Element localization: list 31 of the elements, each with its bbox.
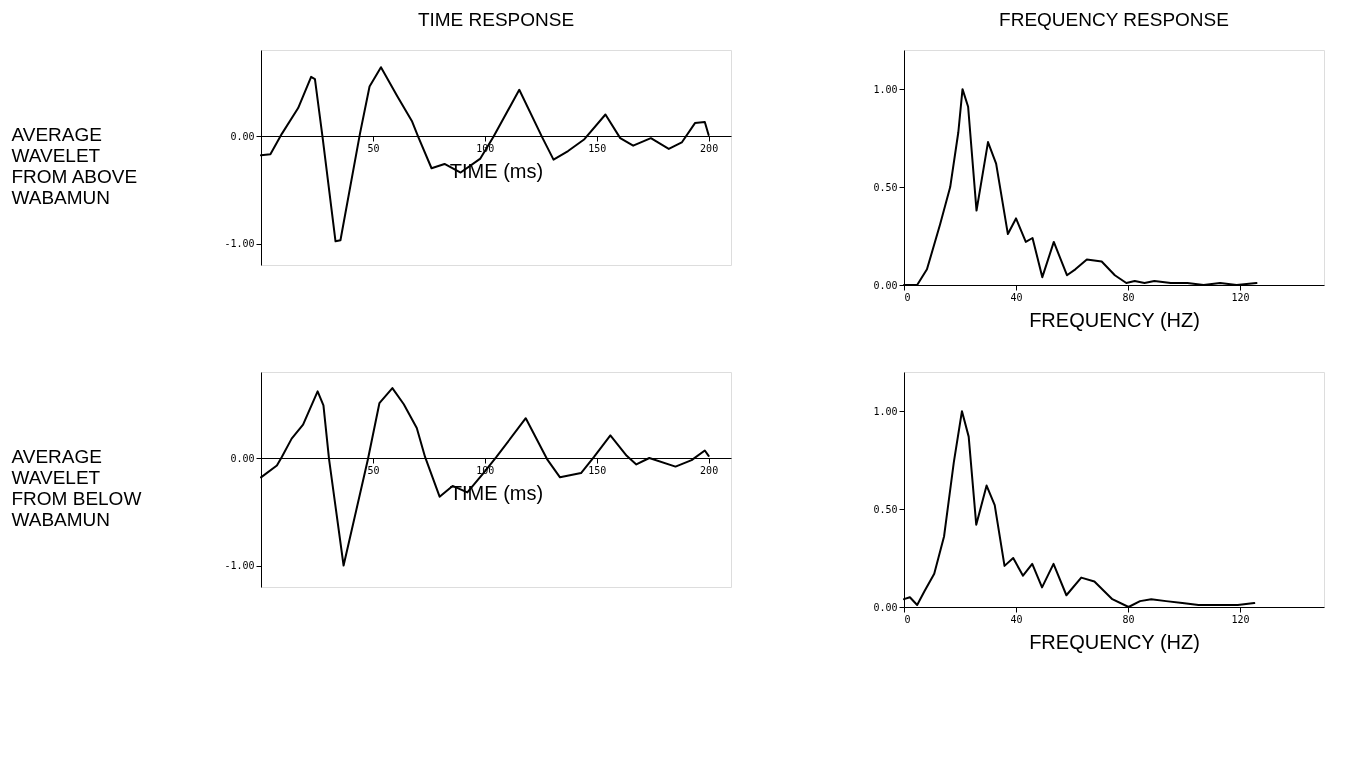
x-tick-label: 120 — [1231, 613, 1250, 625]
x-tick-label: 150 — [588, 142, 607, 154]
x-tick-label: 200 — [700, 464, 719, 476]
x-axis-title: FREQUENCY (HZ) — [1029, 308, 1200, 331]
y-axis-title: AVERAGE WAVELET FROM ABOVE WABAMUN — [11, 123, 138, 208]
x-tick-label: 120 — [1231, 291, 1250, 303]
y-axis-title: AVERAGE WAVELET FROM BELOW WABAMUN — [11, 445, 142, 530]
chart-title: TIME RESPONSE — [417, 9, 575, 30]
x-tick-label: 80 — [1122, 613, 1135, 625]
y-tick-label: 0.00 — [230, 130, 255, 142]
x-tick-label: 40 — [1010, 613, 1023, 625]
x-tick-label: 50 — [367, 142, 380, 154]
x-tick-label: 0 — [904, 613, 911, 625]
y-tick-label: 0.50 — [873, 181, 898, 193]
chart-title: FREQUENCY RESPONSE — [999, 9, 1229, 30]
x-tick-label: 50 — [367, 464, 380, 476]
y-tick-label: 0.50 — [873, 503, 898, 515]
y-tick-label: 0.00 — [873, 279, 898, 291]
y-tick-label: 1.00 — [873, 83, 898, 95]
y-tick-label: 0.00 — [230, 452, 255, 464]
x-tick-label: 40 — [1010, 291, 1023, 303]
x-axis-title: TIME (ms) — [449, 159, 544, 182]
y-tick-label: -1.00 — [224, 238, 255, 249]
x-axis-title: FREQUENCY (HZ) — [1029, 630, 1200, 653]
x-tick-label: 80 — [1122, 291, 1135, 303]
y-tick-label: 1.00 — [873, 405, 898, 417]
x-tick-label: 150 — [588, 464, 607, 476]
x-tick-label: 0 — [904, 291, 911, 303]
y-tick-label: -1.00 — [224, 560, 255, 571]
x-tick-label: 200 — [700, 142, 719, 154]
y-tick-label: 0.00 — [873, 601, 898, 613]
